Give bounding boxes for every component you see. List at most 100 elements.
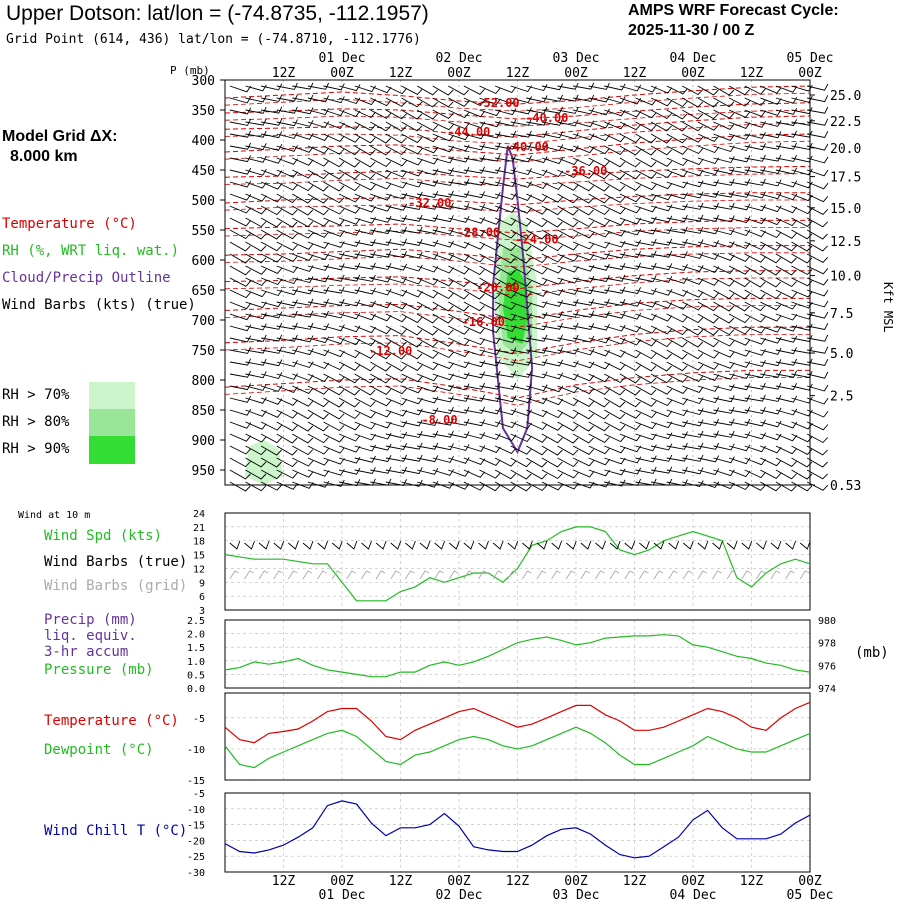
wind-barb [541,241,563,252]
wind-barb [682,202,704,210]
wind-barb-10m [595,540,606,550]
wind-barb [245,95,267,103]
wind-barb [760,445,782,454]
wind-barb [261,131,283,139]
wind-barb [806,289,829,297]
wind-barb [354,205,376,213]
wind-barb [292,157,314,166]
wind-barb [697,349,719,359]
wind-barb [245,205,267,215]
wind-barb [260,457,282,468]
wind-barb [666,325,688,336]
wind-barb [307,181,329,192]
wind-barb [604,121,626,130]
wind-barb [229,85,252,93]
wind-barb [370,373,392,384]
wind-barb [338,109,361,118]
wind-barb [650,193,673,201]
legend-temp2: Temperature (°C) [44,713,179,729]
wind-barb [588,275,610,283]
wind-barb [572,229,595,239]
wind-barb [619,349,642,359]
wind-barb [541,229,563,240]
wind-barb [432,202,454,210]
wind-barb [354,181,376,191]
temp-panel-ytick-label: -15 [187,776,205,787]
wind-barb [541,322,564,330]
wind-barb [338,385,360,396]
wind-barb [494,229,517,239]
wind-barb [448,481,470,490]
wind-barb [432,227,454,235]
wind-barb [760,277,782,288]
wind-barb [463,143,486,151]
wind-barb [775,395,798,403]
wind-barb [292,107,314,115]
wind-barb [432,253,454,261]
wind-barb [744,229,766,238]
wind-barb [448,109,470,119]
wind-barb [635,193,657,202]
wind-barb-10m [668,540,680,550]
wind-barb [494,205,517,213]
wind-barb [292,169,314,179]
wind-barb [760,120,782,127]
wind-barb [651,454,673,462]
wind-barb [229,370,252,378]
wind-barb [510,421,532,430]
wind-barb [775,229,797,239]
wind-barb [806,83,829,91]
isotherm-minor-3 [224,140,811,163]
wind-barb [338,349,361,359]
wind-barb [557,106,579,114]
wind-barb [245,229,267,240]
wind-barb [713,215,735,223]
pressure-series [224,634,811,678]
wind-barb [588,217,610,227]
wind-barb [541,106,564,114]
wind-barb [729,166,751,174]
wind-barb [744,109,766,117]
kft-tick-label: 22.5 [830,115,861,130]
wind-barb [260,445,282,456]
wind-barb [292,348,314,356]
legend-wind-barbs: Wind Barbs (kts) (true) [2,297,196,313]
wind-barb [791,346,813,354]
wind-barb [541,94,564,102]
wind-barb [526,445,548,456]
p-tick-label: 750 [192,344,215,359]
wind-barb [432,277,454,287]
temp-contour-label: -16.00 [462,315,505,329]
rh70-swatch [89,382,135,409]
wind-barb [572,433,594,444]
wind-barb [416,301,439,312]
wind-barb [791,168,813,176]
wind-barb [760,241,782,251]
wind-barb [619,217,642,225]
wind-barb [697,109,719,120]
wind-barb [573,82,595,90]
wind-barb [682,467,704,475]
wind-barb [619,421,642,431]
wind-barb [416,313,438,324]
wind-barb [292,229,314,239]
temp-contour-label: -28.00 [457,225,500,239]
wind-barb [370,349,392,360]
wind-barb [729,431,751,439]
wind-barb [276,181,298,191]
wind-barb [682,419,704,427]
wind-barb [541,144,564,152]
wind-barb-grid [287,570,298,580]
precip-panel-ytick-right: 976 [818,661,836,672]
wind-barb [323,286,345,294]
wind-barb [463,109,486,118]
wind-barb [307,145,330,154]
wind-barb [479,85,501,95]
wind-barb [557,397,579,407]
wind-barb [650,337,673,348]
wind-barb [338,337,361,346]
wind-barb [432,395,454,403]
wind-barb [401,349,423,360]
wind-barb [354,337,376,347]
wind-barb [619,84,642,92]
